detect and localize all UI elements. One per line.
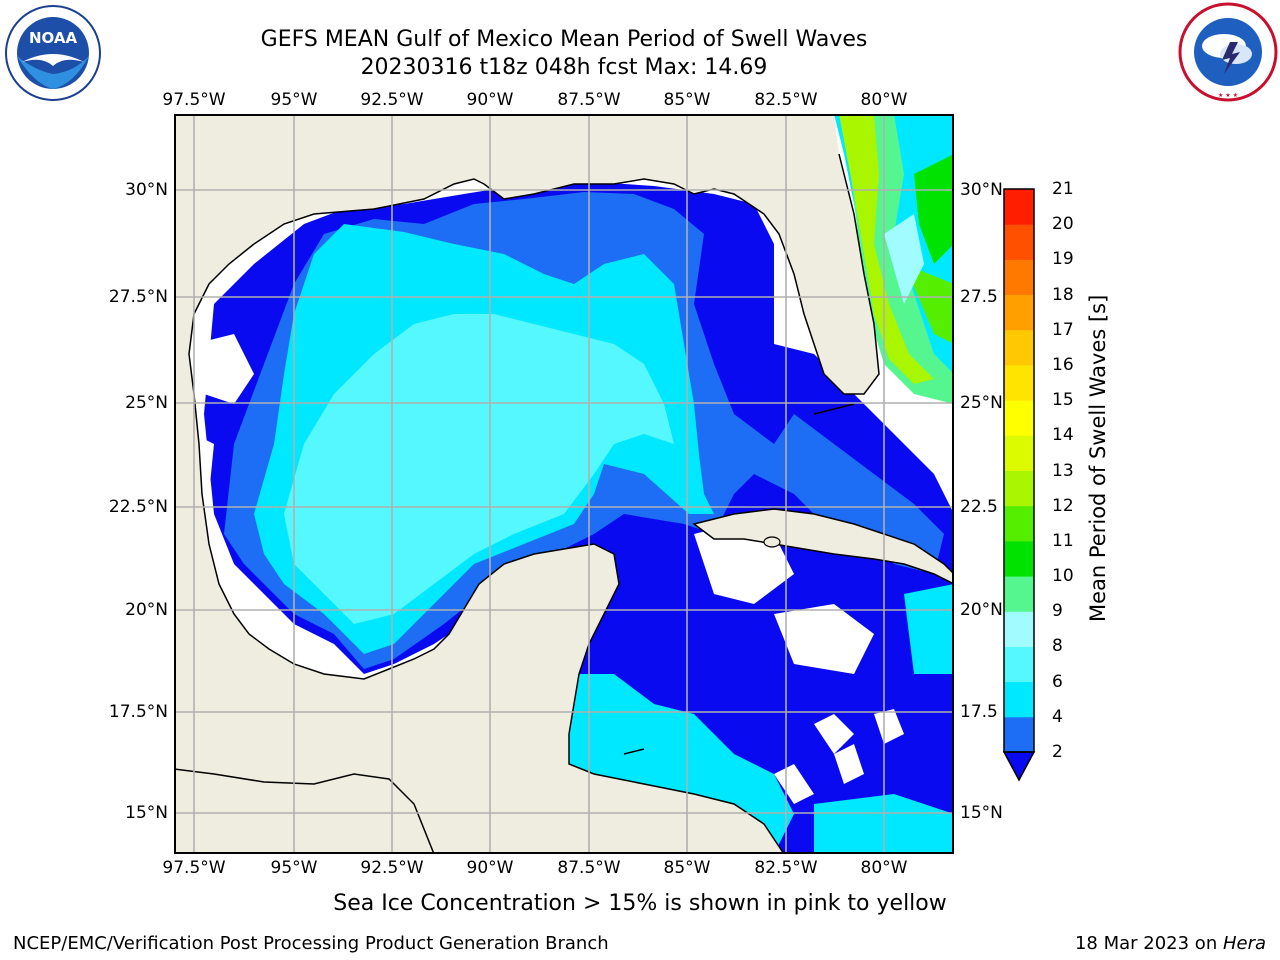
colorbar-segment — [1004, 716, 1034, 753]
coastlines — [174, 153, 880, 854]
colorbar-tick: 4 — [1052, 706, 1063, 727]
lon-tick-top: 97.5°W — [162, 90, 226, 110]
lat-tick-right: 25°N — [960, 393, 1003, 413]
colorbar-segment — [1004, 505, 1034, 542]
colorbar-segment — [1004, 540, 1034, 577]
colorbar-segment — [1004, 646, 1034, 683]
lat-tick-left: 20°N — [125, 600, 168, 620]
colorbar-tick: 8 — [1052, 636, 1063, 657]
colorbar-tick: 19 — [1052, 249, 1074, 270]
colorbar-tick: 6 — [1052, 671, 1063, 692]
lat-tick-left: 27.5°N — [108, 287, 168, 307]
lon-tick-bottom: 92.5°W — [360, 858, 424, 878]
footer-date-text: 18 Mar 2023 on — [1074, 933, 1223, 954]
footer-host: Hera — [1222, 933, 1266, 954]
lon-tick-bottom: 82.5°W — [754, 858, 818, 878]
lon-tick-bottom: 95°W — [270, 858, 318, 878]
colorbar-tick: 13 — [1052, 460, 1074, 481]
gulf-of-mexico-map — [174, 114, 954, 854]
swell-band-6-8s — [284, 314, 674, 624]
lon-tick-top: 87.5°W — [557, 90, 621, 110]
swell-field — [174, 114, 954, 854]
colorbar-tick: 18 — [1052, 284, 1074, 305]
footer-credit: NCEP/EMC/Verification Post Processing Pr… — [13, 933, 609, 954]
colorbar-tick: 20 — [1052, 214, 1074, 235]
colorbar-segment — [1004, 189, 1034, 225]
colorbar-tick: 12 — [1052, 495, 1074, 516]
national-weather-service-logo: ★ ★ ★ — [1178, 2, 1278, 102]
colorbar-segment — [1004, 294, 1034, 331]
colorbar-tick: 11 — [1052, 530, 1074, 551]
lon-tick-top: 95°W — [270, 90, 318, 110]
map-subtitle: 20230316 t18z 048h fcst Max: 14.69 — [360, 55, 768, 80]
lon-tick-top: 82.5°W — [754, 90, 818, 110]
colorbar-segment — [1004, 576, 1034, 612]
lon-tick-bottom: 80°W — [860, 858, 908, 878]
colorbar-segment — [1004, 611, 1034, 647]
lat-tick-right: 27.5 — [960, 287, 998, 307]
lon-tick-bottom: 97.5°W — [162, 858, 226, 878]
svg-text:★ ★ ★: ★ ★ ★ — [1218, 92, 1238, 99]
colorbar-segment — [1004, 470, 1034, 507]
lat-tick-left: 22.5°N — [108, 497, 168, 517]
colorbar-tick: 10 — [1052, 566, 1074, 587]
colorbar-tick: 21 — [1052, 179, 1074, 199]
footer-date: 18 Mar 2023 on Hera — [1075, 933, 1266, 955]
lon-tick-bottom: 85°W — [663, 858, 711, 878]
noaa-logo: NOAA — [4, 4, 102, 102]
lon-tick-top: 90°W — [466, 90, 514, 110]
colorbar-segment — [1004, 259, 1034, 296]
colorbar-segment — [1004, 364, 1034, 401]
colorbar-tick: 2 — [1052, 742, 1063, 762]
lat-tick-left: 25°N — [125, 393, 168, 413]
colorbar-label: Mean Period of Swell Waves [s] — [1086, 294, 1110, 622]
lat-tick-right: 17.5 — [960, 702, 998, 722]
lat-tick-left: 30°N — [125, 180, 168, 200]
lon-tick-bottom: 90°W — [466, 858, 514, 878]
sea-ice-caption: Sea Ice Concentration > 15% is shown in … — [333, 891, 947, 916]
mainland-land — [174, 114, 879, 854]
lat-tick-left: 15°N — [125, 803, 168, 823]
svg-text:NOAA: NOAA — [29, 29, 78, 47]
lat-tick-right: 15°N — [960, 803, 1003, 823]
colorbar-tick: 16 — [1052, 354, 1074, 375]
lat-tick-right: 20°N — [960, 600, 1003, 620]
colorbar-tick: 15 — [1052, 390, 1074, 411]
lon-tick-top: 85°W — [663, 90, 711, 110]
lat-tick-left: 17.5°N — [108, 702, 168, 722]
colorbar-tick: 17 — [1052, 319, 1074, 340]
colorbar — [1002, 188, 1036, 782]
lon-tick-bottom: 87.5°W — [557, 858, 621, 878]
colorbar-segment — [1004, 681, 1034, 718]
lon-tick-top: 92.5°W — [360, 90, 424, 110]
map-frame — [174, 114, 954, 854]
land-masses — [174, 114, 954, 854]
colorbar-segment — [1004, 329, 1034, 366]
lon-tick-top: 80°W — [860, 90, 908, 110]
graticule — [174, 114, 954, 854]
colorbar-tick: 14 — [1052, 425, 1074, 446]
colorbar-segment — [1004, 224, 1034, 260]
colorbar-segment — [1004, 400, 1034, 436]
map-title: GEFS MEAN Gulf of Mexico Mean Period of … — [260, 27, 868, 52]
lat-tick-right: 22.5 — [960, 497, 998, 517]
lat-tick-right: 30°N — [960, 180, 1003, 200]
colorbar-tick: 9 — [1052, 601, 1063, 622]
colorbar-segment — [1004, 435, 1034, 471]
